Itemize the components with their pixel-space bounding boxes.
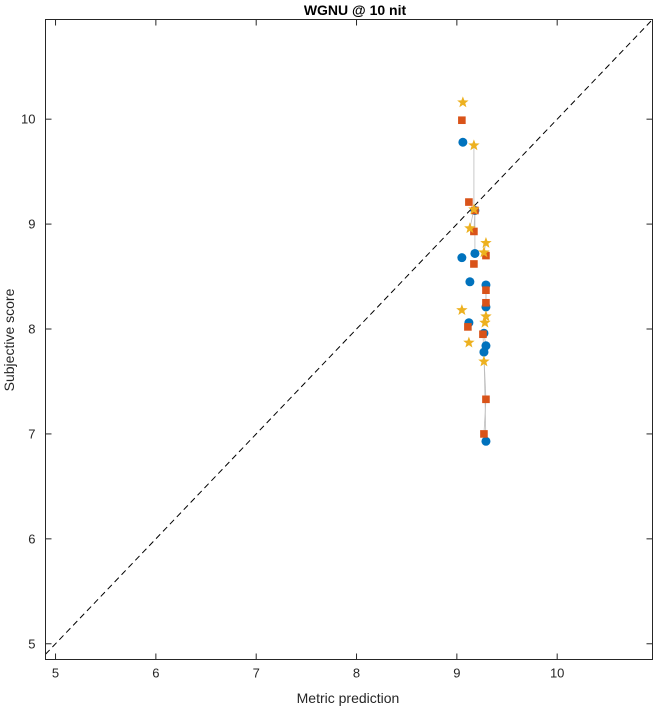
y-axis-label: Subjective score xyxy=(1,288,17,391)
star-marker xyxy=(457,96,469,108)
x-axis-label: Metric prediction xyxy=(297,690,400,706)
square-marker xyxy=(482,298,490,307)
x-tick-label: 8 xyxy=(353,666,360,681)
circle-marker xyxy=(458,137,468,147)
circle-marker xyxy=(470,248,480,258)
plot-area xyxy=(45,19,653,660)
square-marker xyxy=(470,260,478,268)
y-tick-label: 7 xyxy=(28,426,35,441)
star-marker xyxy=(478,246,490,258)
square-marker xyxy=(482,395,490,404)
star-marker xyxy=(463,336,475,348)
x-tick-label: 7 xyxy=(253,666,260,681)
star-marker xyxy=(478,355,490,367)
star-marker xyxy=(468,203,480,215)
x-tick-label: 10 xyxy=(550,666,564,681)
square-marker xyxy=(465,198,473,206)
star-marker xyxy=(480,310,492,322)
circle-marker xyxy=(457,253,467,263)
square-marker xyxy=(470,227,478,236)
x-tick-label: 5 xyxy=(52,666,59,681)
star-marker xyxy=(480,236,492,248)
y-tick-label: 10 xyxy=(21,112,35,127)
square-marker xyxy=(464,323,472,331)
square-marker xyxy=(482,286,490,294)
y-tick-label: 5 xyxy=(28,636,35,651)
plot-frame xyxy=(45,19,653,660)
square-marker xyxy=(480,430,488,438)
chart-title: WGNU @ 10 nit xyxy=(304,2,407,18)
square-marker xyxy=(458,116,466,125)
y-tick-label: 9 xyxy=(28,217,35,232)
x-tick-label: 6 xyxy=(152,666,159,681)
circle-marker xyxy=(479,347,489,357)
star-marker xyxy=(479,316,491,328)
star-marker xyxy=(468,139,480,151)
y-tick-label: 8 xyxy=(28,322,35,337)
y-tick-label: 6 xyxy=(28,531,35,546)
square-marker xyxy=(479,330,487,339)
circle-marker xyxy=(465,277,475,287)
x-tick-label: 9 xyxy=(453,666,460,681)
star-marker xyxy=(464,222,476,234)
identity-reference-line xyxy=(45,19,653,655)
connector-line xyxy=(483,399,487,434)
star-marker xyxy=(456,304,468,315)
circle-marker xyxy=(481,436,491,446)
